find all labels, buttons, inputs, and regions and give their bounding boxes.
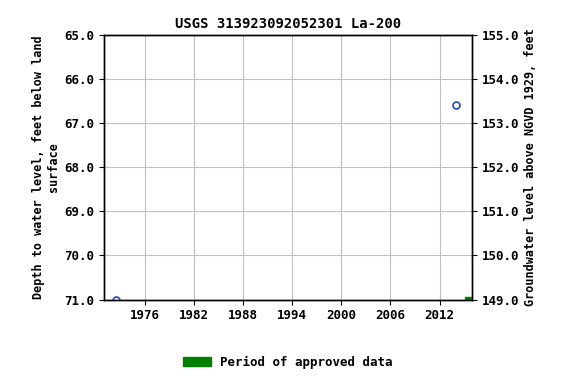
Y-axis label: Depth to water level, feet below land
surface: Depth to water level, feet below land su…: [32, 35, 60, 299]
Legend: Period of approved data: Period of approved data: [178, 351, 398, 374]
Y-axis label: Groundwater level above NGVD 1929, feet: Groundwater level above NGVD 1929, feet: [524, 28, 537, 306]
Title: USGS 313923092052301 La-200: USGS 313923092052301 La-200: [175, 17, 401, 31]
